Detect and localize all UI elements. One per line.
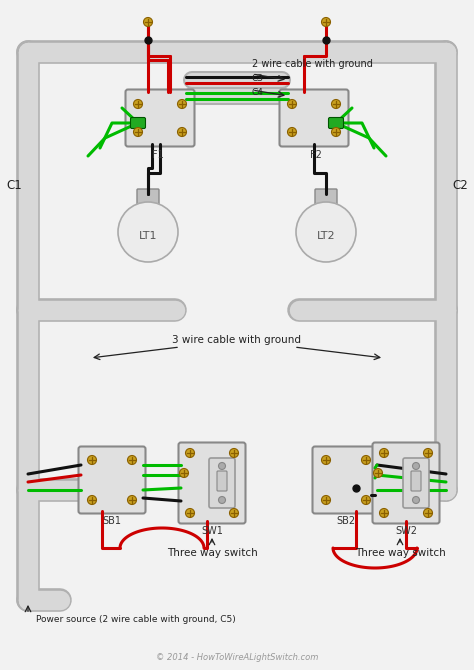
- Circle shape: [412, 462, 419, 470]
- FancyBboxPatch shape: [312, 446, 380, 513]
- Circle shape: [134, 100, 143, 109]
- FancyBboxPatch shape: [373, 442, 439, 523]
- Circle shape: [88, 456, 97, 464]
- Circle shape: [374, 468, 383, 478]
- Text: F2: F2: [310, 150, 322, 160]
- FancyBboxPatch shape: [137, 189, 159, 205]
- Circle shape: [288, 127, 297, 137]
- FancyBboxPatch shape: [403, 458, 429, 508]
- Circle shape: [380, 448, 389, 458]
- Text: LT2: LT2: [317, 231, 335, 241]
- Circle shape: [128, 456, 137, 464]
- Circle shape: [144, 17, 153, 27]
- Circle shape: [185, 509, 194, 517]
- Text: C2: C2: [452, 178, 468, 192]
- FancyBboxPatch shape: [280, 90, 348, 147]
- Circle shape: [134, 127, 143, 137]
- Circle shape: [412, 496, 419, 503]
- Circle shape: [229, 448, 238, 458]
- FancyBboxPatch shape: [209, 458, 235, 508]
- Circle shape: [423, 509, 432, 517]
- Text: C4: C4: [252, 88, 264, 96]
- Circle shape: [229, 509, 238, 517]
- Circle shape: [296, 202, 356, 262]
- Circle shape: [331, 127, 340, 137]
- Text: Three way switch: Three way switch: [167, 548, 257, 558]
- Circle shape: [180, 468, 189, 478]
- FancyBboxPatch shape: [179, 442, 246, 523]
- Text: LT1: LT1: [139, 231, 157, 241]
- Text: F1: F1: [152, 150, 164, 160]
- Circle shape: [118, 202, 178, 262]
- Circle shape: [177, 100, 186, 109]
- Circle shape: [362, 496, 371, 505]
- FancyBboxPatch shape: [130, 117, 146, 129]
- Circle shape: [362, 456, 371, 464]
- FancyBboxPatch shape: [411, 471, 421, 491]
- Circle shape: [380, 509, 389, 517]
- Text: Three way switch: Three way switch: [355, 548, 446, 558]
- FancyBboxPatch shape: [79, 446, 146, 513]
- Circle shape: [288, 100, 297, 109]
- Text: 2 wire cable with ground: 2 wire cable with ground: [252, 59, 373, 69]
- Text: SB1: SB1: [102, 516, 121, 526]
- Text: Power source (2 wire cable with ground, C5): Power source (2 wire cable with ground, …: [36, 616, 236, 624]
- FancyBboxPatch shape: [328, 117, 344, 129]
- Circle shape: [321, 17, 330, 27]
- Text: SB2: SB2: [337, 516, 356, 526]
- Circle shape: [177, 127, 186, 137]
- Circle shape: [321, 456, 330, 464]
- Circle shape: [185, 448, 194, 458]
- Circle shape: [331, 100, 340, 109]
- Text: SW1: SW1: [201, 526, 223, 536]
- Circle shape: [128, 496, 137, 505]
- Text: 3 wire cable with ground: 3 wire cable with ground: [173, 335, 301, 345]
- Circle shape: [219, 496, 226, 503]
- Circle shape: [88, 496, 97, 505]
- Circle shape: [219, 462, 226, 470]
- Text: SW2: SW2: [395, 526, 417, 536]
- FancyBboxPatch shape: [315, 189, 337, 205]
- FancyBboxPatch shape: [217, 471, 227, 491]
- Text: © 2014 - HowToWireALightSwitch.com: © 2014 - HowToWireALightSwitch.com: [156, 653, 318, 661]
- FancyBboxPatch shape: [126, 90, 194, 147]
- Text: C3: C3: [252, 74, 264, 82]
- Circle shape: [423, 448, 432, 458]
- Text: C1: C1: [6, 178, 22, 192]
- Circle shape: [321, 496, 330, 505]
